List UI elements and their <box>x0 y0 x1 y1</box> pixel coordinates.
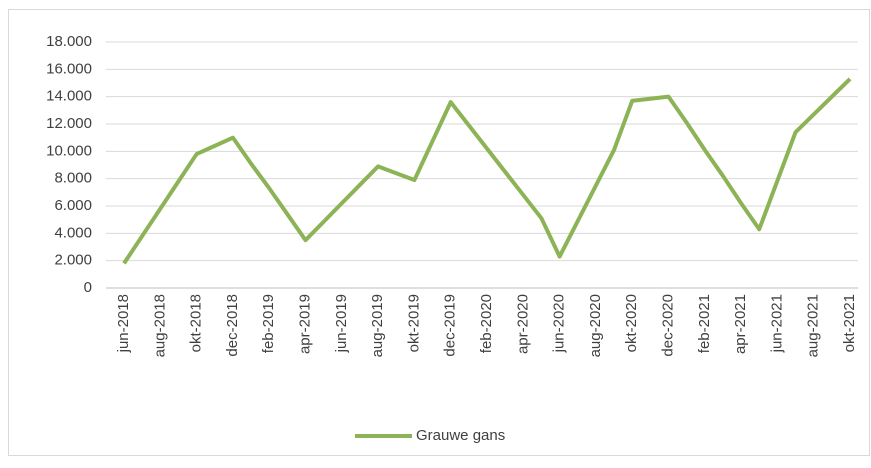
y-tick-label: 10.000 <box>46 142 92 159</box>
x-tick-label: feb-2021 <box>696 294 713 353</box>
x-tick-label: okt-2018 <box>188 294 205 352</box>
x-tick-label: aug-2018 <box>151 294 168 357</box>
chart-frame <box>8 9 870 456</box>
x-tick-label: okt-2020 <box>623 294 640 352</box>
y-tick-label: 4.000 <box>54 224 92 241</box>
x-tick-label: aug-2019 <box>369 294 386 357</box>
x-tick-label: apr-2021 <box>732 294 749 354</box>
x-tick-label: jun-2020 <box>551 294 568 353</box>
x-tick-label: okt-2021 <box>841 294 858 352</box>
x-tick-label: dec-2020 <box>659 294 676 357</box>
x-tick-label: jun-2021 <box>768 294 785 353</box>
x-tick-label: feb-2020 <box>478 294 495 353</box>
x-tick-label: dec-2019 <box>442 294 459 357</box>
y-tick-label: 2.000 <box>54 252 92 269</box>
x-tick-label: aug-2021 <box>805 294 822 357</box>
y-tick-label: 0 <box>84 279 92 296</box>
y-tick-label: 16.000 <box>46 60 92 77</box>
series-line <box>122 77 852 265</box>
y-tick-label: 8.000 <box>54 170 92 187</box>
x-tick-label: apr-2020 <box>514 294 531 354</box>
x-tick-label: jun-2018 <box>115 294 132 353</box>
x-tick-label: okt-2019 <box>405 294 422 352</box>
x-tick-label: aug-2020 <box>587 294 604 357</box>
x-tick-label: jun-2019 <box>333 294 350 353</box>
y-tick-label: 18.000 <box>46 33 92 50</box>
x-tick-label: dec-2018 <box>224 294 241 357</box>
legend-label: Grauwe gans <box>416 427 505 444</box>
y-tick-label: 12.000 <box>46 115 92 132</box>
x-tick-label: feb-2019 <box>260 294 277 353</box>
x-tick-label: apr-2019 <box>296 294 313 354</box>
y-tick-label: 14.000 <box>46 88 92 105</box>
y-tick-label: 6.000 <box>54 197 92 214</box>
